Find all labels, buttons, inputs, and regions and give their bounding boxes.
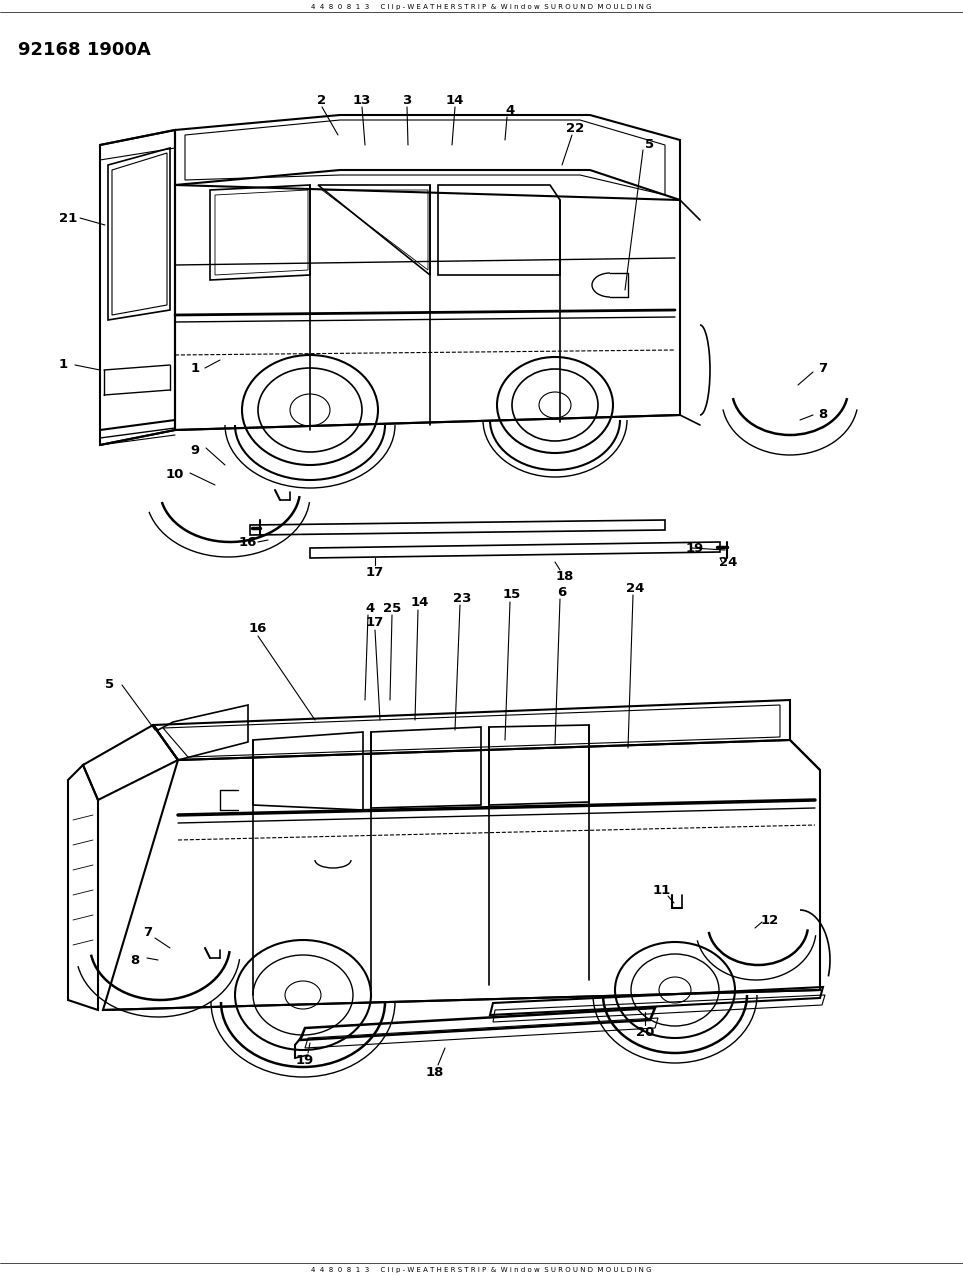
Text: 8: 8 bbox=[130, 954, 140, 966]
Text: 4  4  8  0  8  1  3     C l i p - W E A T H E R S T R I P  &  W i n d o w  S U R: 4 4 8 0 8 1 3 C l i p - W E A T H E R S … bbox=[311, 4, 651, 10]
Text: 24: 24 bbox=[718, 556, 738, 570]
Text: 19: 19 bbox=[296, 1053, 314, 1066]
Text: 16: 16 bbox=[239, 537, 257, 550]
Text: 14: 14 bbox=[411, 597, 429, 609]
Text: 24: 24 bbox=[626, 581, 644, 594]
Text: 11: 11 bbox=[653, 884, 671, 896]
Text: 10: 10 bbox=[166, 468, 184, 482]
Text: 5: 5 bbox=[645, 139, 655, 152]
Text: 22: 22 bbox=[566, 121, 585, 134]
Text: 23: 23 bbox=[453, 592, 471, 604]
Text: 2: 2 bbox=[318, 93, 326, 107]
Text: 7: 7 bbox=[143, 926, 152, 938]
Text: 17: 17 bbox=[366, 616, 384, 629]
Text: 7: 7 bbox=[819, 362, 827, 375]
Text: 14: 14 bbox=[446, 93, 464, 107]
Text: 25: 25 bbox=[383, 602, 402, 615]
Text: 6: 6 bbox=[558, 585, 566, 598]
Text: 92168 1900A: 92168 1900A bbox=[18, 41, 151, 59]
Text: 1: 1 bbox=[191, 362, 199, 375]
Text: 9: 9 bbox=[191, 444, 199, 456]
Text: 15: 15 bbox=[503, 589, 521, 602]
Text: 8: 8 bbox=[819, 408, 827, 422]
Text: 16: 16 bbox=[248, 621, 267, 635]
Text: 18: 18 bbox=[426, 1066, 444, 1079]
Text: 4: 4 bbox=[506, 103, 514, 116]
Text: 4  4  8  0  8  1  3     C l i p - W E A T H E R S T R I P  &  W i n d o w  S U R: 4 4 8 0 8 1 3 C l i p - W E A T H E R S … bbox=[311, 1267, 651, 1272]
Text: 12: 12 bbox=[761, 913, 779, 927]
Text: 4: 4 bbox=[365, 602, 375, 615]
Text: 18: 18 bbox=[556, 570, 574, 584]
Text: 3: 3 bbox=[403, 93, 411, 107]
Text: 17: 17 bbox=[366, 566, 384, 579]
Text: 19: 19 bbox=[686, 542, 704, 555]
Text: 13: 13 bbox=[352, 93, 371, 107]
Text: 21: 21 bbox=[59, 212, 77, 224]
Text: 20: 20 bbox=[636, 1025, 654, 1039]
Text: 5: 5 bbox=[105, 678, 115, 691]
Text: 1: 1 bbox=[59, 358, 67, 371]
